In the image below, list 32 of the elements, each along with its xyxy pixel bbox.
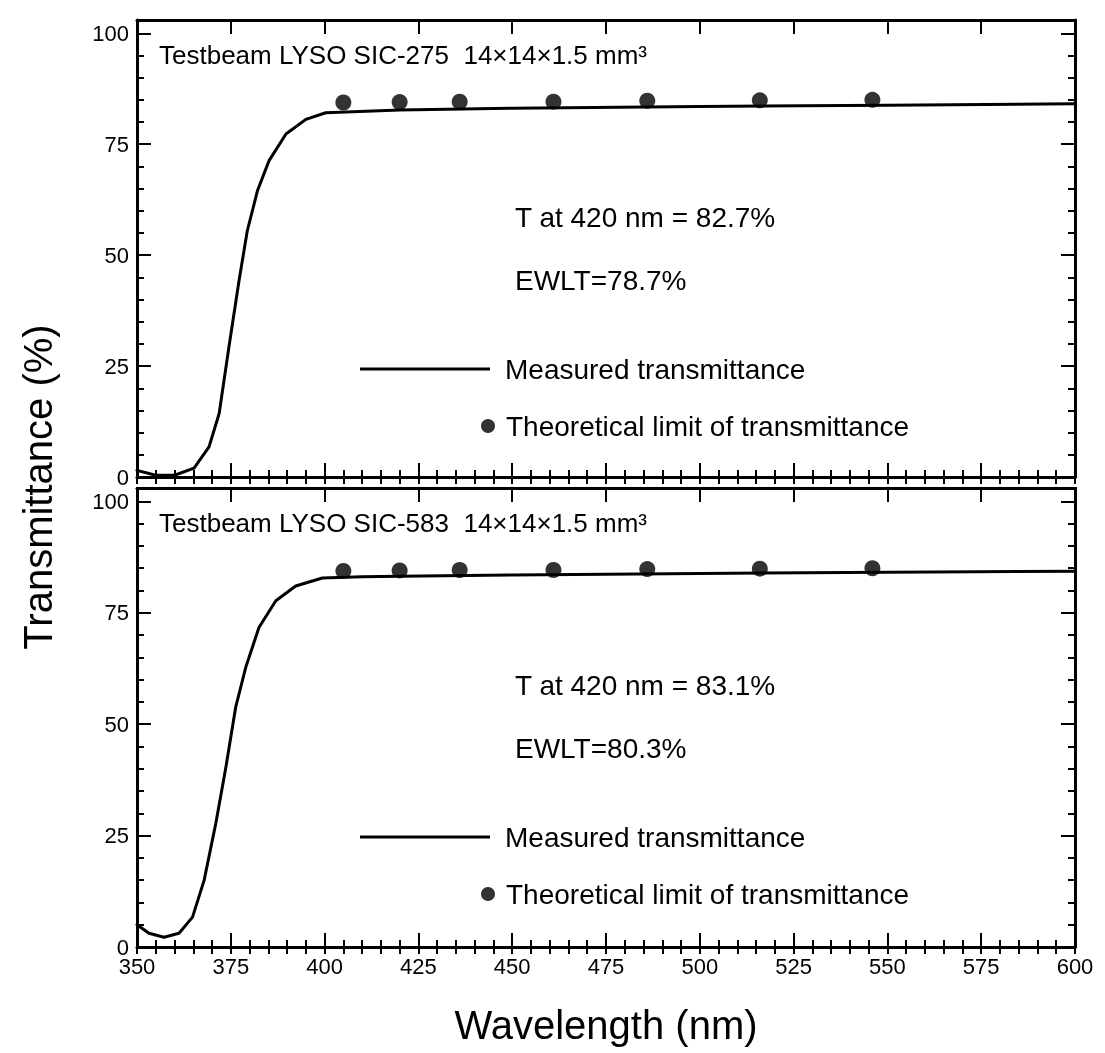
annotation: T at 420 nm = 83.1% <box>515 669 776 701</box>
legend-label: Theoretical limit of transmittance <box>506 878 910 910</box>
x-tick-label: 400 <box>306 953 343 979</box>
x-tick-label: 450 <box>493 953 531 979</box>
annotation: EWLT=80.3% <box>515 732 687 764</box>
y-tick-label: 100 <box>92 20 129 46</box>
text: Testbeam LYSO SIC-583 14×14×1.5 mm³ <box>159 508 648 538</box>
x-tick-label: 575 <box>962 953 1000 979</box>
legend-label: Measured transmittance <box>505 353 806 385</box>
x-tick-label: 550 <box>869 953 906 979</box>
x-tick-label: 425 <box>400 953 437 979</box>
y-tick-label: 0 <box>116 464 129 490</box>
x-axis-title: Wavelength (nm) <box>454 1003 758 1047</box>
x-tick-label: 600 <box>1056 953 1094 979</box>
y-tick-label: 0 <box>116 934 129 960</box>
x-tick-label: 475 <box>587 953 625 979</box>
x-tick-label: 525 <box>775 953 812 979</box>
y-tick-label: 50 <box>104 711 129 737</box>
text: Testbeam LYSO SIC-275 14×14×1.5 mm³ <box>159 40 648 70</box>
y-tick-label: 75 <box>104 131 129 157</box>
annotation: EWLT=78.7% <box>515 264 687 296</box>
y-tick-label: 50 <box>104 242 129 268</box>
y-tick-label: 25 <box>104 823 129 849</box>
legend-label: Theoretical limit of transmittance <box>506 410 910 442</box>
x-tick-label: 375 <box>212 953 250 979</box>
y-tick-label: 100 <box>92 488 129 514</box>
legend-label: Measured transmittance <box>505 821 806 853</box>
annotation: T at 420 nm = 82.7% <box>515 201 776 233</box>
y-tick-label: 75 <box>104 600 129 626</box>
y-axis-title: Transmittance (%) <box>15 324 61 650</box>
x-tick-label: 500 <box>681 953 719 979</box>
y-tick-label: 25 <box>104 353 129 379</box>
